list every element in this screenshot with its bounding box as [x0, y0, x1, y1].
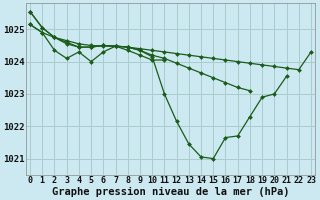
X-axis label: Graphe pression niveau de la mer (hPa): Graphe pression niveau de la mer (hPa): [52, 186, 289, 197]
